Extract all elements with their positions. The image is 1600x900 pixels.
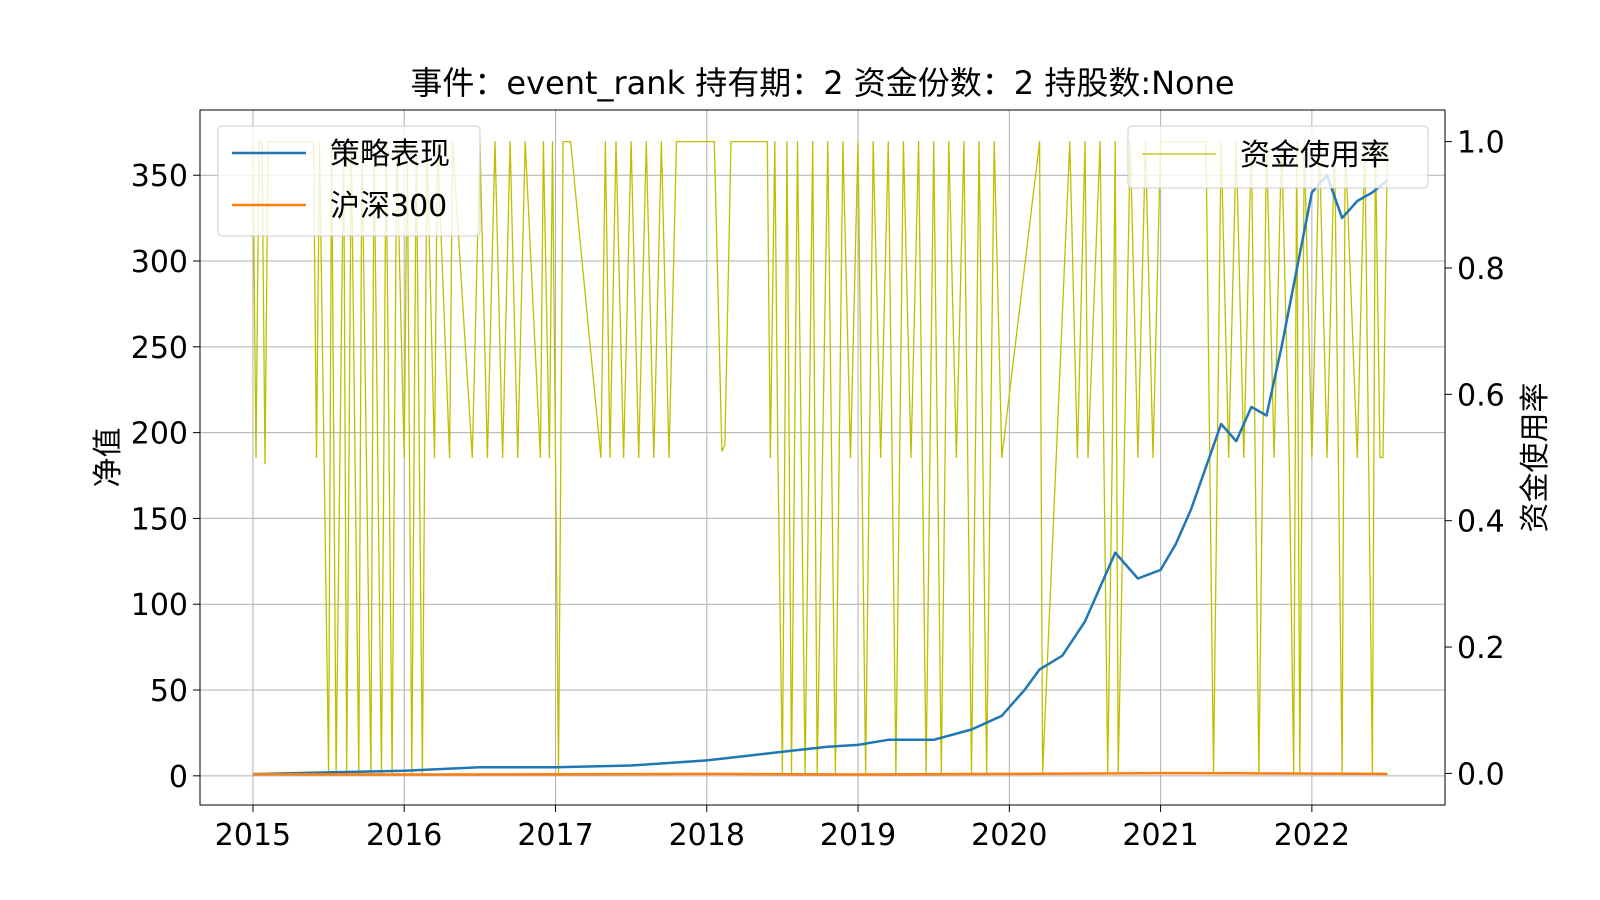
plot-frame: [199, 109, 1446, 806]
x-tick-label: 2015: [215, 818, 291, 853]
y-right-tick-label: 0.0: [1457, 757, 1505, 792]
y-tick-label: 0: [169, 760, 188, 795]
ticks-layer: 2015 2016 2017 2018 2019 2020 2021 2022 0 50 100 15…: [131, 126, 1505, 853]
series-line-0: [252, 173, 1389, 776]
y-tick-label: 300: [131, 245, 188, 280]
y-right-tick-label: 1.0: [1457, 126, 1505, 161]
y-right-tick-label: 0.6: [1457, 378, 1505, 413]
legend-right-box: [1127, 125, 1429, 189]
y-tick-label: 150: [131, 502, 188, 537]
y-tick-label: 250: [131, 331, 188, 366]
left-series-layer: [252, 173, 1389, 776]
x-tick-label: 2020: [971, 818, 1047, 853]
y-tick-label: 350: [131, 159, 188, 194]
y-tick-label: 50: [150, 674, 188, 709]
y-tick-label: 100: [131, 588, 188, 623]
legend-right-label: 资金使用率: [1240, 138, 1390, 173]
y-tick-label: 200: [131, 417, 188, 452]
y-right-tick-label: 0.2: [1457, 631, 1505, 666]
y-axis-label-right: 资金使用率: [1518, 383, 1553, 533]
x-tick-label: 2016: [366, 818, 442, 853]
legend-left-label: 沪深300: [330, 189, 447, 224]
chart-title: 事件：event_rank 持有期：2 资金份数：2 持股数:None: [410, 64, 1234, 102]
x-tick-label: 2017: [517, 818, 593, 853]
x-tick-label: 2019: [820, 818, 896, 853]
x-tick-label: 2021: [1122, 818, 1198, 853]
x-tick-label: 2022: [1274, 818, 1350, 853]
y-axis-label-left: 净值: [91, 428, 126, 488]
series-line-1: [252, 771, 1388, 776]
y-right-tick-label: 0.4: [1457, 505, 1505, 540]
legend-right: 资金使用率: [1127, 125, 1429, 189]
x-tick-label: 2018: [669, 818, 745, 853]
y-right-tick-label: 0.8: [1457, 252, 1505, 287]
legend-left-label: 策略表现: [330, 137, 450, 172]
